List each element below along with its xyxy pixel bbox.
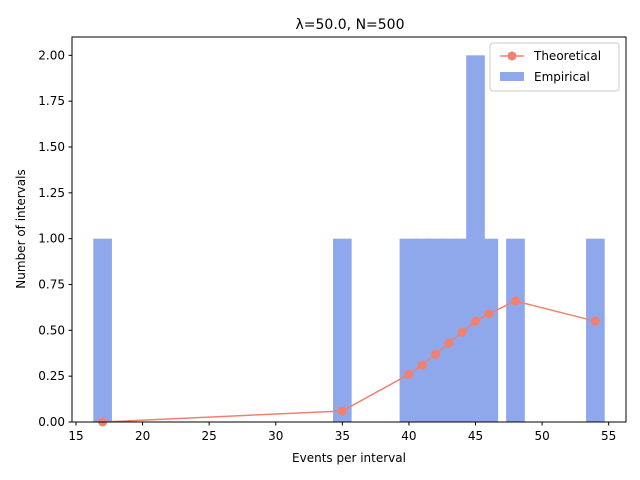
y-tick-label: 0.00 [38, 415, 65, 429]
x-axis-label: Events per interval [292, 451, 406, 465]
legend-empirical-swatch [500, 72, 524, 81]
x-tick-label: 50 [534, 429, 549, 443]
legend-empirical-label: Empirical [534, 70, 590, 84]
theoretical-point [471, 316, 481, 326]
y-axis-label: Number of intervals [14, 169, 28, 288]
bar [93, 238, 112, 422]
theoretical-point [404, 369, 414, 379]
bar [506, 238, 525, 422]
x-tick-label: 15 [68, 429, 83, 443]
bars-layer [93, 55, 605, 422]
theoretical-point [457, 327, 467, 337]
y-tick-label: 1.25 [38, 186, 65, 200]
x-tick-label: 30 [268, 429, 283, 443]
y-tick-label: 1.00 [38, 232, 65, 246]
theoretical-point [510, 296, 520, 306]
legend-theoretical-marker [507, 51, 517, 61]
y-tick-label: 0.25 [38, 369, 65, 383]
theoretical-point [590, 316, 600, 326]
x-axis: 15 20 25 30 35 40 45 50 55 [68, 422, 616, 443]
y-tick-label: 2.00 [38, 48, 65, 62]
bar [333, 238, 352, 422]
theoretical-point [417, 360, 427, 370]
x-tick-label: 40 [401, 429, 416, 443]
y-tick-label: 1.50 [38, 140, 65, 154]
x-tick-label: 25 [202, 429, 217, 443]
x-tick-label: 20 [135, 429, 150, 443]
plot-frame [71, 36, 627, 423]
theoretical-point [337, 406, 347, 416]
y-tick-label: 0.50 [38, 323, 65, 337]
theoretical-point [444, 338, 454, 348]
y-axis: 0.00 0.25 0.50 0.75 1.00 1.25 1.50 1.75 2.00 [38, 48, 72, 429]
y-tick-label: 0.75 [38, 278, 65, 292]
theoretical-point [431, 349, 441, 359]
y-tick-label: 1.75 [38, 94, 65, 108]
x-tick-label: 35 [335, 429, 350, 443]
chart-title: λ=50.0, N=500 [295, 17, 404, 33]
theoretical-point [484, 309, 494, 319]
legend-theoretical-label: Theoretical [533, 49, 601, 63]
legend: Theoretical Empirical [489, 42, 620, 92]
x-tick-label: 55 [601, 429, 616, 443]
bar [479, 238, 499, 422]
bar [586, 238, 605, 422]
x-tick-label: 45 [468, 429, 483, 443]
